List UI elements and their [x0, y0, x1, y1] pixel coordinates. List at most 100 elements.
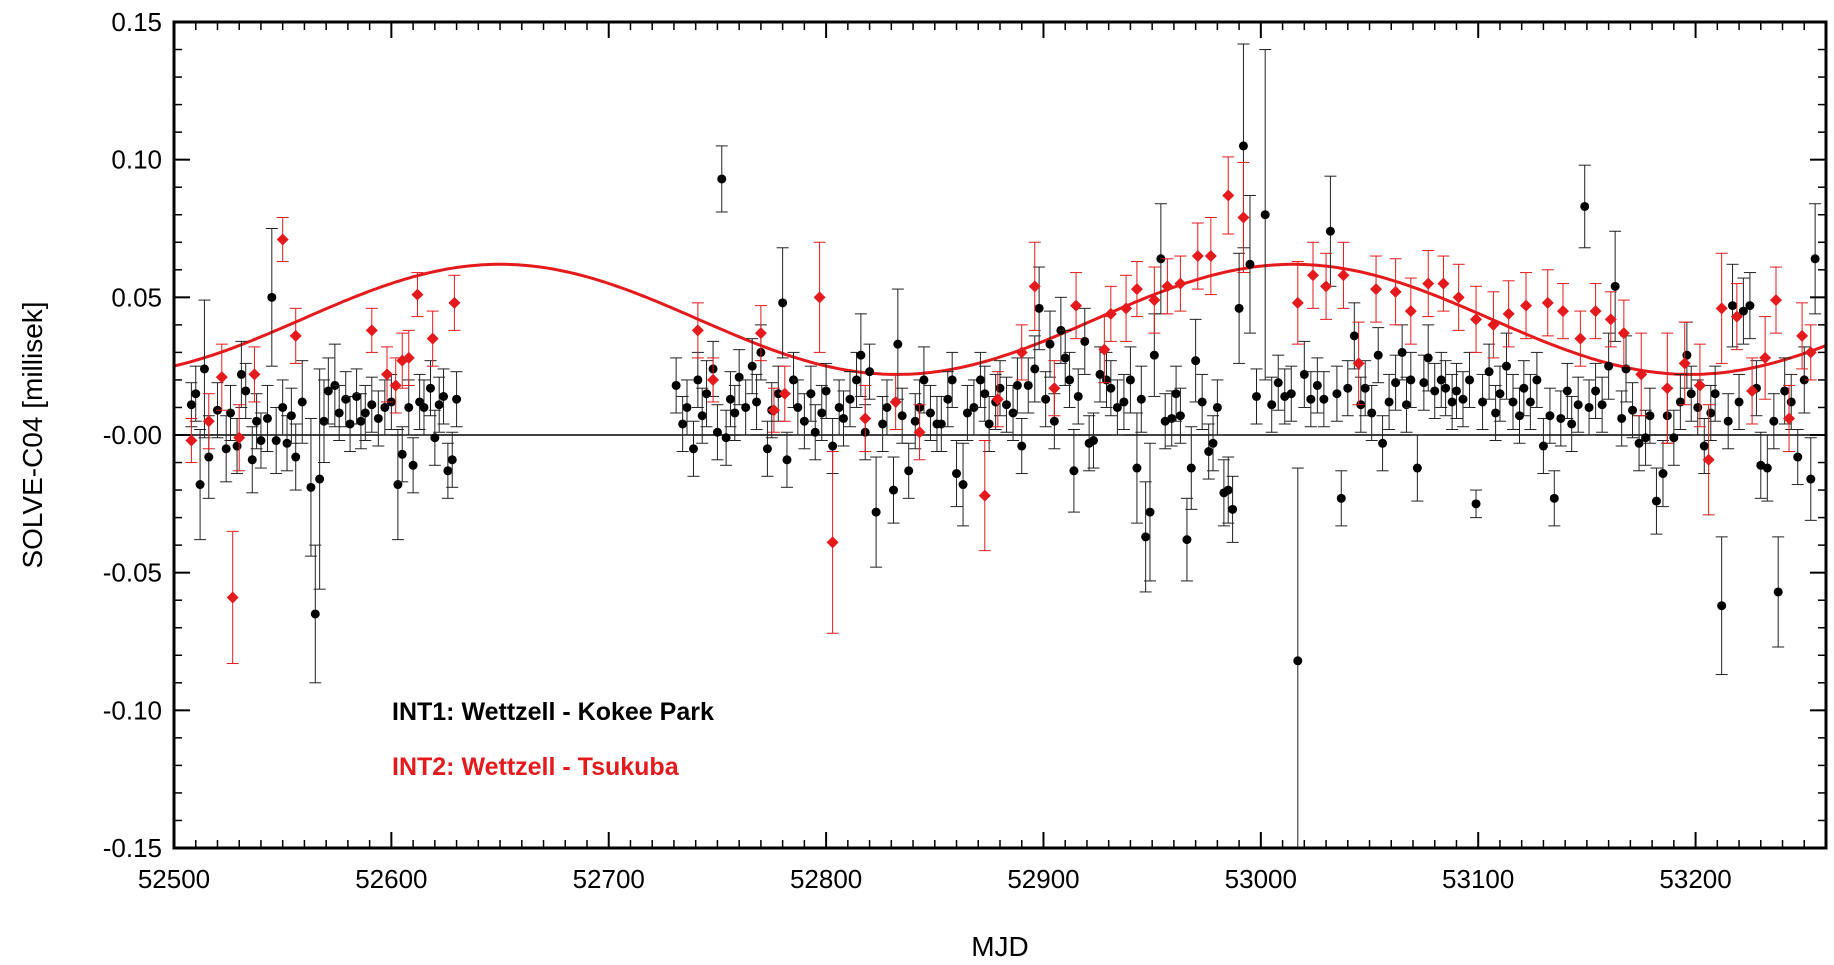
data-point-diamond	[1422, 277, 1435, 290]
data-point-diamond	[1148, 294, 1161, 307]
data-point-circle	[865, 367, 875, 377]
data-point-circle	[1738, 306, 1748, 316]
data-point-diamond	[215, 371, 228, 384]
data-point-circle	[1149, 350, 1159, 360]
data-point-circle	[1717, 601, 1727, 611]
data-point-diamond	[826, 536, 839, 549]
data-point-circle	[871, 507, 881, 517]
data-point-circle	[1136, 394, 1146, 404]
y-tick-label: 0.15	[111, 7, 162, 37]
data-point-diamond	[1589, 305, 1602, 318]
data-point-circle	[1810, 254, 1820, 264]
data-point-diamond	[1715, 302, 1728, 315]
data-point-diamond	[448, 296, 461, 309]
data-point-circle	[1580, 201, 1590, 211]
data-point-diamond	[1070, 299, 1083, 312]
data-point-circle	[1080, 336, 1090, 346]
data-point-circle	[1556, 413, 1566, 423]
data-point-diamond	[767, 404, 780, 417]
data-point-circle	[1773, 587, 1783, 597]
data-point-circle	[1212, 402, 1222, 412]
x-tick-label: 53100	[1442, 864, 1514, 894]
data-point-circle	[1412, 463, 1422, 473]
data-point-circle	[256, 436, 266, 446]
series-int2	[185, 156, 1817, 665]
series-layer	[185, 43, 1822, 849]
data-point-circle	[1786, 397, 1796, 407]
data-point-circle	[1251, 391, 1261, 401]
data-point-circle	[904, 466, 914, 476]
x-tick-label: 52900	[1007, 864, 1079, 894]
data-point-circle	[1012, 380, 1022, 390]
data-point-circle	[1491, 408, 1501, 418]
data-point-circle	[782, 455, 792, 465]
data-point-circle	[1658, 469, 1668, 479]
tick-label-layer: 52500 52600 52700 52800 52900 53000 53100 53200…	[103, 7, 1732, 894]
data-point-circle	[1549, 493, 1559, 503]
data-point-circle	[1391, 378, 1401, 388]
data-point-circle	[1406, 375, 1416, 385]
data-point-circle	[1458, 394, 1468, 404]
data-point-circle	[1030, 364, 1040, 374]
data-point-circle	[186, 400, 196, 410]
data-point-circle	[969, 402, 979, 412]
data-point-diamond	[1604, 313, 1617, 326]
data-point-circle	[1693, 402, 1703, 412]
data-point-circle	[430, 433, 440, 443]
data-point-circle	[1343, 383, 1353, 393]
data-point-circle	[1384, 397, 1394, 407]
data-point-circle	[1293, 656, 1303, 666]
data-point-circle	[1167, 413, 1177, 423]
data-point-diamond	[1502, 307, 1515, 320]
legend-entry-int1: INT1: Wettzell - Kokee Park	[392, 698, 714, 726]
data-point-circle	[291, 452, 301, 462]
data-point-circle	[1065, 375, 1075, 385]
data-point-circle	[434, 400, 444, 410]
data-point-circle	[1728, 301, 1738, 311]
data-point-circle	[360, 408, 370, 418]
data-point-diamond	[1452, 291, 1465, 304]
data-point-circle	[1175, 411, 1185, 421]
data-point-circle	[297, 397, 307, 407]
data-point-circle	[821, 386, 831, 396]
data-point-circle	[319, 416, 329, 426]
data-point-circle	[943, 394, 953, 404]
data-point-circle	[1675, 397, 1685, 407]
data-point-circle	[306, 482, 316, 492]
data-point-circle	[897, 411, 907, 421]
data-point-circle	[195, 480, 205, 490]
data-point-diamond	[248, 368, 261, 381]
data-point-circle	[1125, 375, 1135, 385]
data-point-circle	[439, 391, 449, 401]
data-point-diamond	[1783, 412, 1796, 425]
data-point-circle	[1706, 408, 1716, 418]
data-point-circle	[1478, 397, 1488, 407]
data-point-circle	[310, 609, 320, 619]
data-point-circle	[345, 419, 355, 429]
data-point-circle	[1023, 380, 1033, 390]
data-point-circle	[1106, 383, 1116, 393]
data-point-circle	[878, 419, 888, 429]
data-point-circle	[693, 375, 703, 385]
data-point-circle	[1651, 496, 1661, 506]
data-point-diamond	[1541, 296, 1554, 309]
data-point-circle	[806, 389, 816, 399]
data-point-circle	[236, 369, 246, 379]
data-point-circle	[995, 383, 1005, 393]
data-point-diamond	[1320, 280, 1333, 293]
data-point-circle	[702, 389, 712, 399]
data-point-circle	[1573, 400, 1583, 410]
data-point-circle	[1088, 436, 1098, 446]
data-point-circle	[882, 402, 892, 412]
data-point-diamond	[1556, 305, 1569, 318]
data-point-diamond	[1678, 357, 1691, 370]
data-point-circle	[725, 394, 735, 404]
data-point-diamond	[1191, 250, 1204, 263]
data-point-circle	[1597, 400, 1607, 410]
data-point-diamond	[233, 431, 246, 444]
data-point-diamond	[185, 434, 198, 447]
data-point-circle	[1245, 259, 1255, 269]
data-point-diamond	[202, 415, 215, 428]
data-point-circle	[793, 402, 803, 412]
